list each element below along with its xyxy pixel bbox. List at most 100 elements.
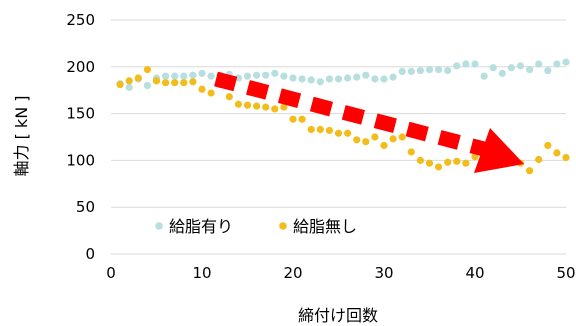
data-point-series-2	[253, 102, 261, 110]
data-point-series-1	[398, 67, 406, 76]
legend: 給脂有り 給脂無し	[155, 217, 357, 236]
y-axis-title: 軸力 [ kN ]	[12, 96, 31, 177]
data-point-series-1	[480, 72, 488, 80]
x-axis-title: 締付け回数	[298, 306, 378, 325]
data-point-series-2	[171, 79, 179, 87]
y-tick-label: 0	[85, 245, 95, 263]
data-point-series-1	[344, 74, 352, 82]
data-point-series-2	[407, 148, 415, 156]
data-point-series-2	[307, 125, 315, 134]
data-point-series-2	[289, 115, 297, 123]
data-point-series-2	[553, 149, 561, 157]
data-point-series-1	[198, 69, 206, 77]
x-tick-label: 0	[106, 264, 116, 282]
data-point-series-1	[516, 62, 525, 70]
data-point-series-1	[271, 69, 279, 77]
data-point-series-1	[125, 83, 133, 91]
y-tick-label: 200	[66, 58, 95, 76]
data-point-series-1	[189, 71, 197, 79]
y-tick-label: 150	[66, 105, 95, 123]
data-point-series-2	[125, 77, 133, 85]
data-point-series-1	[425, 66, 434, 74]
y-tick-label: 250	[66, 11, 95, 29]
data-point-series-1	[498, 69, 506, 77]
data-point-series-1	[471, 60, 479, 68]
data-point-series-1	[371, 75, 379, 83]
data-point-series-1	[243, 72, 252, 80]
data-point-series-1	[143, 81, 151, 90]
data-point-series-1	[562, 58, 570, 66]
data-point-series-1	[316, 78, 324, 86]
data-point-series-1	[234, 74, 242, 82]
data-point-series-2	[526, 167, 534, 175]
data-point-series-2	[371, 133, 379, 141]
data-point-series-1	[553, 60, 561, 68]
data-point-series-1	[444, 66, 452, 75]
data-point-series-2	[535, 155, 543, 164]
data-point-series-2	[152, 77, 161, 85]
data-point-series-2	[243, 101, 252, 109]
data-point-series-2	[353, 136, 361, 144]
data-point-series-2	[398, 133, 406, 141]
data-point-series-1	[298, 75, 306, 83]
data-point-series-2	[444, 158, 452, 166]
data-point-series-1	[171, 72, 179, 80]
data-point-series-2	[207, 89, 215, 97]
trend-arrow	[214, 71, 524, 173]
data-point-series-2	[280, 103, 288, 111]
legend-label-series-1: 給脂有り	[169, 217, 233, 236]
data-point-series-2	[316, 125, 324, 134]
data-point-series-1	[526, 66, 534, 74]
data-point-series-1	[280, 72, 288, 80]
legend-marker-series-2	[279, 222, 287, 230]
legend-label-series-2: 給脂無し	[293, 217, 357, 236]
data-point-series-1	[544, 66, 552, 75]
y-tick-label: 50	[76, 198, 95, 216]
data-point-series-2	[453, 157, 461, 165]
data-point-series-2	[298, 115, 306, 123]
data-point-series-2	[325, 126, 333, 135]
data-point-series-1	[334, 75, 343, 83]
data-point-series-2	[262, 103, 270, 111]
y-tick-label: 100	[66, 151, 95, 169]
data-point-series-2	[271, 105, 279, 113]
data-point-series-2	[416, 156, 424, 164]
data-point-series-2	[562, 153, 570, 162]
data-point-series-2	[143, 66, 151, 74]
data-point-series-2	[544, 141, 552, 150]
y-tick-labels: 0 50 100 150 200 250	[66, 11, 95, 263]
data-point-series-1	[535, 60, 543, 68]
data-points	[116, 58, 570, 175]
data-point-series-1	[453, 62, 461, 70]
data-point-series-2	[162, 79, 170, 87]
data-point-series-2	[389, 135, 397, 143]
data-point-series-2	[225, 93, 233, 101]
trend-arrow-shaft	[214, 71, 486, 157]
x-tick-label: 10	[192, 264, 211, 282]
legend-marker-series-1	[155, 222, 163, 230]
data-point-series-2	[344, 129, 352, 137]
data-point-series-1	[407, 67, 415, 76]
data-point-series-1	[180, 72, 188, 80]
data-point-series-1	[435, 66, 443, 74]
data-point-series-1	[307, 76, 315, 84]
data-point-series-2	[462, 159, 470, 167]
data-point-series-2	[380, 141, 388, 150]
data-point-series-2	[334, 129, 343, 137]
data-point-series-2	[234, 100, 242, 108]
data-point-series-1	[507, 64, 515, 72]
data-point-series-2	[116, 80, 124, 89]
data-point-series-1	[162, 72, 170, 80]
data-point-series-1	[389, 73, 397, 81]
data-point-series-1	[489, 64, 497, 72]
data-point-series-1	[253, 71, 261, 79]
x-tick-labels: 0 10 20 30 40 50	[106, 264, 575, 282]
data-point-series-1	[353, 73, 361, 81]
data-point-series-2	[362, 138, 370, 146]
data-point-series-1	[416, 66, 424, 75]
data-point-series-1	[362, 71, 370, 79]
data-point-series-1	[262, 71, 270, 79]
data-point-series-1	[380, 75, 388, 83]
data-point-series-2	[180, 79, 188, 87]
